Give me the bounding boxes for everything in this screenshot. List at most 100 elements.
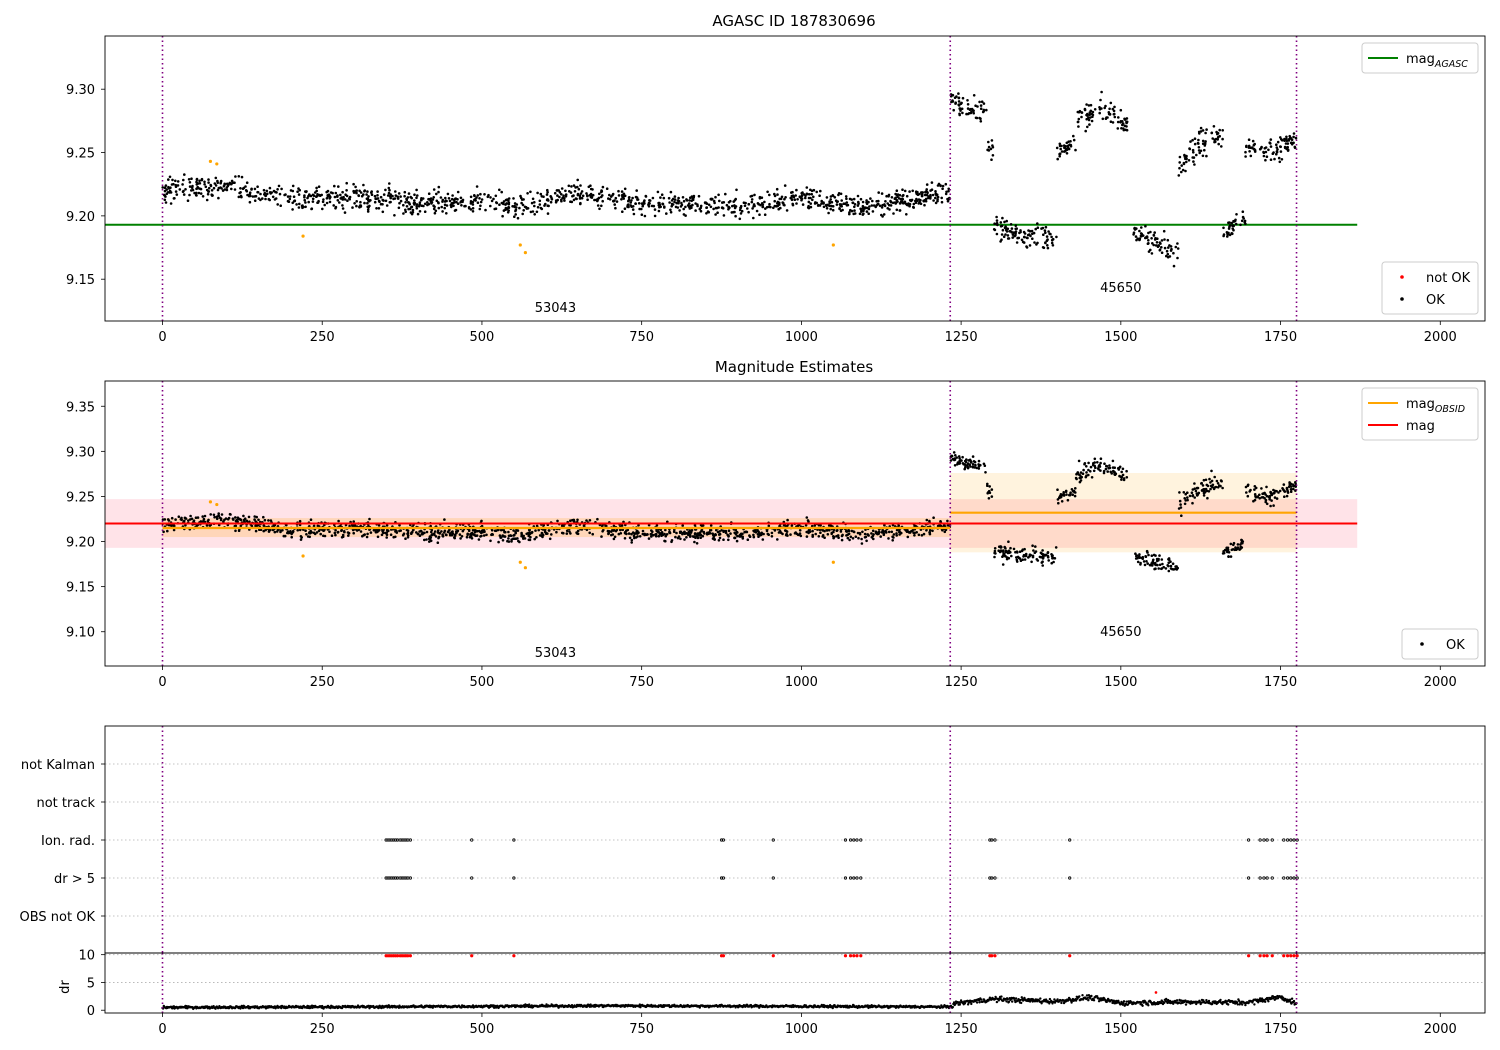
ok-point <box>752 203 756 206</box>
ok-point <box>1093 461 1096 464</box>
ok-point <box>1248 150 1251 153</box>
ok-point <box>229 182 233 186</box>
ok-point <box>1273 489 1277 493</box>
ok-point <box>891 201 895 205</box>
ok-point <box>1160 246 1163 249</box>
ok-point <box>810 524 814 528</box>
ok-point <box>632 534 636 538</box>
ok-point <box>537 528 540 532</box>
ok-point <box>1240 219 1244 223</box>
ok-point <box>800 194 804 197</box>
ok-point <box>619 528 622 532</box>
ok-point <box>453 536 457 540</box>
ok-point <box>1080 111 1083 114</box>
ok-point <box>1209 487 1212 491</box>
ok-point <box>236 520 239 523</box>
ok-point <box>1199 149 1203 153</box>
ok-point <box>385 204 389 207</box>
ok-point <box>515 203 519 206</box>
ok-point <box>1289 488 1293 491</box>
ok-point <box>344 193 347 196</box>
ok-point <box>601 199 604 203</box>
ok-point <box>1243 221 1246 224</box>
dr-point <box>812 1006 815 1009</box>
ok-point <box>901 188 904 191</box>
ok-point <box>376 194 379 197</box>
ok-point <box>722 530 725 533</box>
ok-point <box>454 208 458 212</box>
ok-point <box>1002 235 1006 238</box>
ok-point <box>706 210 710 213</box>
ok-point <box>495 201 499 205</box>
ok-point <box>1183 153 1186 157</box>
flag-point <box>1289 876 1293 880</box>
ok-point <box>750 198 754 201</box>
ok-point <box>528 538 532 542</box>
ok-point <box>879 535 882 538</box>
ok-point <box>647 537 651 540</box>
ok-point <box>333 531 337 535</box>
ok-point <box>1187 159 1191 162</box>
ok-point <box>410 196 414 200</box>
ok-point <box>1158 554 1161 557</box>
ok-point <box>711 197 714 201</box>
ok-point <box>1133 228 1137 231</box>
ok-point <box>336 199 340 202</box>
ok-point <box>1066 498 1070 502</box>
ok-point <box>578 197 582 200</box>
ok-point <box>531 197 535 201</box>
ok-point <box>319 532 323 536</box>
x-tick-label: 1000 <box>785 675 818 690</box>
ok-point <box>415 205 419 208</box>
ok-point <box>476 201 480 204</box>
ok-point <box>982 102 986 105</box>
ok-point <box>1043 229 1047 232</box>
ok-point <box>1154 567 1157 570</box>
ok-point <box>1086 112 1089 116</box>
ok-point <box>303 198 307 202</box>
ok-point <box>291 201 295 205</box>
ok-point <box>290 535 294 539</box>
ok-point <box>502 202 505 206</box>
ok-point <box>590 196 594 199</box>
ok-point <box>1222 234 1225 238</box>
ok-point <box>925 183 929 186</box>
ok-point <box>699 204 703 208</box>
ok-point <box>1220 145 1223 148</box>
ok-point <box>580 190 584 193</box>
ok-point <box>781 532 784 536</box>
dr-point <box>340 1006 344 1010</box>
ok-point <box>751 207 754 210</box>
ok-point <box>286 530 290 533</box>
ok-point <box>479 200 483 204</box>
ok-point <box>1213 486 1216 489</box>
legend-label-text: mag <box>1406 419 1435 434</box>
ok-point <box>1204 131 1207 135</box>
ok-point <box>754 531 758 534</box>
flag-row-label: Ion. rad. <box>41 834 95 849</box>
ok-point <box>895 534 898 537</box>
ok-point <box>545 532 548 535</box>
ok-point <box>533 201 536 204</box>
ok-point <box>339 193 342 197</box>
ok-point <box>598 192 601 196</box>
ok-point <box>351 206 354 209</box>
ok-point <box>1057 501 1060 505</box>
ok-point <box>1022 555 1025 558</box>
ok-point <box>620 198 623 201</box>
ok-point <box>860 542 864 545</box>
ok-point <box>804 196 807 200</box>
ok-point <box>262 515 265 519</box>
ok-point <box>936 184 940 187</box>
x-tick-label: 1750 <box>1264 675 1297 690</box>
ok-point <box>840 199 843 202</box>
ok-point <box>1231 224 1235 227</box>
ok-point <box>965 458 968 461</box>
ok-point <box>1270 499 1273 502</box>
ok-point <box>1161 562 1164 566</box>
ok-point <box>665 212 668 215</box>
ok-point <box>1191 148 1195 152</box>
ok-point <box>1172 251 1175 255</box>
ok-point <box>210 194 214 197</box>
ok-point <box>1028 244 1032 247</box>
